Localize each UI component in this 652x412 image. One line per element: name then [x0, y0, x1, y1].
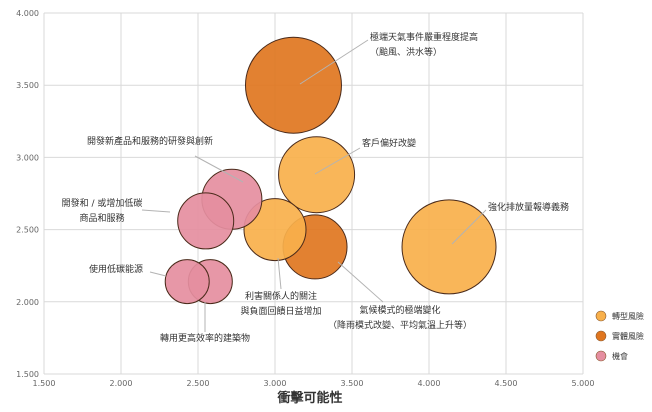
x-tick-label: 4.500 [495, 379, 518, 388]
legend-marker [595, 350, 607, 362]
leader-line [299, 39, 369, 85]
leader-line [314, 147, 361, 175]
legend-marker [595, 310, 607, 322]
bubble-label: （降雨模式改變、平均氣溫上升等） [328, 319, 472, 331]
y-tick-label: 1.500 [16, 370, 39, 379]
bubble-label: 與負面回饋日益增加 [240, 305, 321, 317]
y-tick-label: 3.000 [16, 153, 39, 162]
y-tick-label: 4.000 [16, 9, 39, 18]
leader-line [149, 271, 167, 277]
leader-line [337, 261, 384, 303]
x-tick-label: 2.500 [187, 379, 210, 388]
leader-line [277, 257, 282, 290]
leader-line [451, 209, 487, 245]
bubble-label: 極端天氣事件嚴重程度提高 [370, 31, 478, 43]
leader-lines [141, 39, 487, 332]
legend-marker [595, 330, 607, 342]
bubble-label: 開發和 / 或增加低碳 [62, 197, 143, 209]
legend-label: 機會 [612, 351, 628, 361]
bubble-point [164, 259, 210, 305]
legend-label: 轉型風險 [612, 311, 644, 321]
bubble-label: 使用低碳能源 [89, 263, 143, 275]
leader-line [141, 209, 171, 213]
bubble-point [243, 198, 307, 262]
x-tick-label: 5.000 [572, 379, 595, 388]
bubble-label: 強化排放量報導義務 [488, 201, 569, 213]
bubble-label: 轉用更高效率的建築物 [160, 332, 250, 344]
bubble-point [177, 192, 235, 250]
y-tick-label: 2.500 [16, 226, 39, 235]
bubble-point [278, 136, 356, 214]
bubble-label: （颱風、洪水等） [370, 46, 442, 58]
y-tick-label: 2.000 [16, 298, 39, 307]
y-tick-label: 3.500 [16, 81, 39, 90]
bubble-label: 氣候模式的極端變化 [359, 304, 440, 316]
x-tick-label: 1.500 [33, 379, 56, 388]
x-tick-label: 3.500 [341, 379, 364, 388]
bubble-label: 客戶偏好改變 [362, 137, 416, 149]
x-axis-title: 衝擊可能性 [276, 390, 342, 406]
x-tick-label: 4.000 [418, 379, 441, 388]
legend-label: 實體風險 [612, 331, 644, 341]
bubble-label: 利害關係人的關注 [245, 290, 317, 302]
leader-line [194, 155, 244, 183]
bubble-point [244, 36, 342, 134]
bubbles [164, 36, 497, 305]
x-tick-label: 2.000 [110, 379, 133, 388]
bubble-label: 商品和服務 [79, 212, 124, 224]
axis-ticks: 1.500 2.000 2.500 3.000 3.500 4.000 1.500 2.000… [16, 9, 594, 388]
x-tick-label: 3.000 [264, 379, 287, 388]
bubble-label: 開發新產品和服務的研發與創新 [87, 135, 213, 147]
